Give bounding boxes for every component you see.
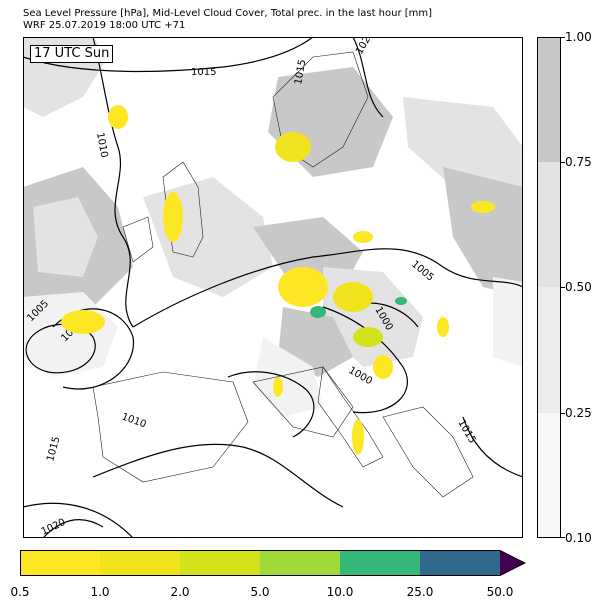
precipitation-layer [61, 105, 495, 455]
precipitation-colorbar [20, 550, 527, 576]
valid-time-label: 17 UTC Sun [30, 45, 114, 63]
isobar-label: 1015 [293, 59, 308, 86]
isobar-label: 1015 [191, 67, 216, 78]
precip-tick-label: 2.0 [170, 585, 190, 599]
precip-tick-label: 25.0 [406, 585, 434, 599]
cloud-tick-label: 0.25 [565, 406, 592, 420]
map-subtitle: WRF 25.07.2019 18:00 UTC +71 [23, 20, 186, 31]
map-title: Sea Level Pressure [hPa], Mid-Level Clou… [23, 8, 433, 19]
cloud-tick-label: 0.75 [565, 155, 592, 169]
precip-tick-label: 0.5 [10, 585, 30, 599]
cloud-tick-label: 1.00 [565, 30, 592, 44]
precip-tick-label: 1.0 [90, 585, 110, 599]
precip-tick-label: 5.0 [250, 585, 270, 599]
precip-tick-label: 10.0 [326, 585, 354, 599]
precip-tick-label: 50.0 [486, 585, 514, 599]
isobar-label: 1010 [94, 132, 109, 159]
weather-map: 1015 1020 1015 1010 1005 1010 1005 1000 … [23, 37, 523, 538]
cloud-tick-label: 0.50 [565, 280, 592, 294]
cloud-tick-label: 0.10 [565, 531, 592, 545]
cloud-cover-colorbar [537, 37, 561, 538]
